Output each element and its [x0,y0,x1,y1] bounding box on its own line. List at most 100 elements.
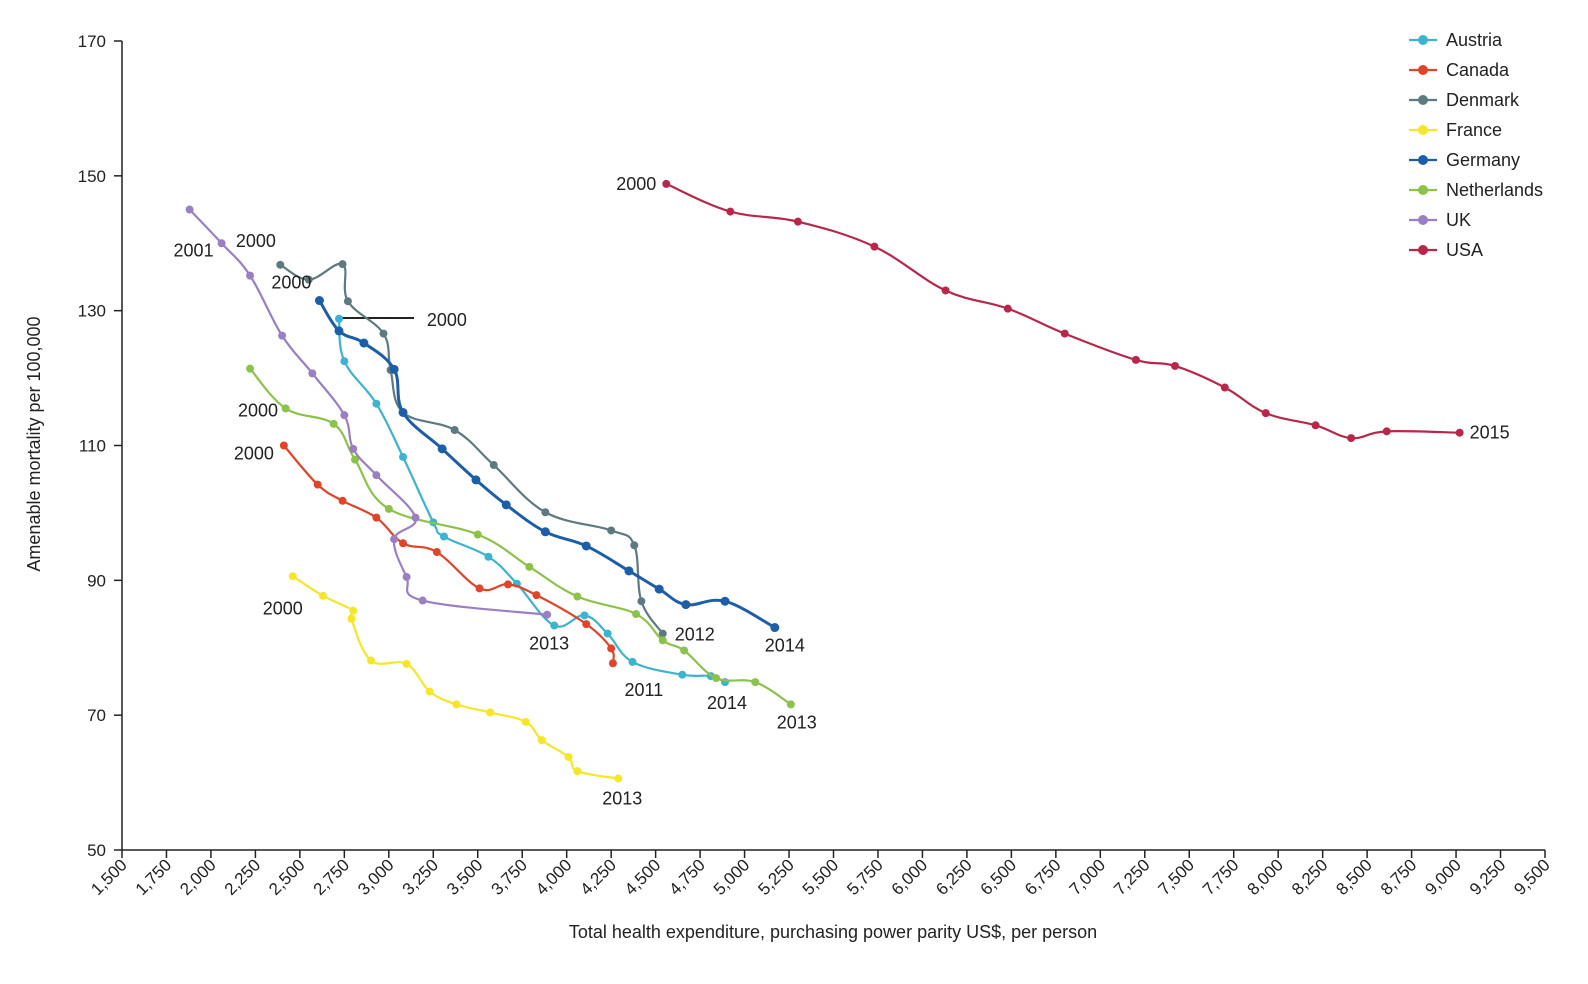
data-point-denmark [304,275,313,284]
legend-item-uk: UK [1409,210,1471,230]
x-tick-label: 3,250 [399,855,443,899]
data-point-denmark [489,461,498,470]
x-tick-label: 7,000 [1066,855,1110,899]
annotation-layer: 2000 2000 2000 2001 2000 2000 2000 2000 2013 2011… [174,174,1510,809]
data-point-germany [334,326,344,336]
x-tick-label: 9,000 [1421,855,1465,899]
data-point-germany [770,623,780,633]
data-point-uk [543,610,552,619]
y-tick-label: 50 [87,841,106,860]
data-point-netherlands [680,646,689,655]
legend-item-usa: USA [1409,240,1483,260]
data-point-germany [624,566,634,576]
data-point-uk [340,411,349,420]
legend-item-austria: Austria [1409,30,1503,50]
data-point-germany [437,444,447,454]
y-tick-label: 110 [79,437,106,456]
data-point-france [564,752,573,761]
legend-label: Netherlands [1446,180,1543,200]
data-point-usa [1060,329,1069,338]
data-point-netherlands [525,562,534,571]
x-tick-label: 6,000 [888,855,932,899]
x-tick-label: 2,250 [221,855,265,899]
data-point-france [318,591,327,600]
data-point-usa [1382,427,1391,436]
y-tick-label: 170 [78,32,106,51]
x-tick-label: 4,500 [621,855,665,899]
data-point-austria [628,657,637,666]
x-tick-label: 4,250 [576,855,620,899]
year-annotation: 2000 [263,598,303,618]
series-usa [662,179,1464,443]
legend-label: Denmark [1446,90,1520,110]
series-uk [185,205,552,619]
data-point-france [367,656,376,665]
data-point-usa [662,179,671,188]
data-point-usa [1003,304,1012,313]
x-axis-title: Total health expenditure, purchasing pow… [569,922,1097,942]
data-point-germany [471,475,481,485]
x-tick-label: 1,750 [132,855,176,899]
series-line-usa [665,182,1460,440]
data-point-austria [399,452,408,461]
data-point-denmark [338,260,347,269]
data-point-canada [372,513,381,522]
year-annotation: 2000 [234,444,274,464]
data-point-usa [1171,361,1180,370]
data-point-austria [340,357,349,366]
legend-swatch-dot [1418,95,1428,105]
data-point-uk [185,205,194,214]
data-point-canada [313,480,322,489]
x-tick-label: 7,250 [1110,855,1154,899]
data-point-austria [372,399,381,408]
x-tick-label: 3,500 [443,855,487,899]
data-point-uk [390,535,399,544]
data-point-netherlands [329,419,338,428]
x-tick-label: 4,750 [665,855,709,899]
data-point-uk [217,239,226,248]
year-annotation: 2011 [625,680,664,700]
data-point-germany [359,338,369,348]
x-tick-label: 7,750 [1199,855,1243,899]
data-point-usa [1455,428,1464,437]
x-ticks: 1,500 1,750 2,000 2,250 2,500 2,750 3,000 3,250… [87,850,1554,899]
data-point-canada [607,644,616,653]
y-tick-label: 130 [78,302,106,321]
data-point-canada [432,548,441,557]
x-tick-label: 2,750 [310,855,354,899]
data-point-uk [246,271,255,280]
x-tick-label: 9,500 [1510,855,1554,899]
data-point-denmark [630,541,639,550]
legend-swatch-dot [1418,155,1428,165]
data-point-uk [418,596,427,605]
data-point-denmark [379,329,388,338]
series-canada [279,441,617,668]
legend-label: UK [1446,210,1471,230]
legend-label: France [1446,120,1502,140]
x-tick-label: 6,250 [932,855,976,899]
data-point-uk [349,444,358,453]
data-point-usa [1131,355,1140,364]
data-point-netherlands [246,364,255,373]
legend-label: USA [1446,240,1483,260]
data-point-denmark [607,526,616,535]
data-point-uk [372,471,381,480]
year-annotation: 2000 [236,231,276,251]
data-point-germany [398,407,408,417]
data-point-france [349,606,358,615]
series-germany [314,296,780,633]
year-annotation: 2013 [602,789,642,809]
data-point-france [614,774,623,783]
data-point-usa [941,286,950,295]
data-point-canada [503,580,512,589]
data-point-usa [870,242,879,251]
data-point-germany [720,596,730,606]
legend-swatch-dot [1418,185,1428,195]
x-tick-label: 8,500 [1332,855,1376,899]
data-point-denmark [541,508,550,517]
data-point-netherlands [786,700,795,709]
series-france [288,572,623,783]
data-point-france [288,572,297,581]
data-point-france [537,736,546,745]
